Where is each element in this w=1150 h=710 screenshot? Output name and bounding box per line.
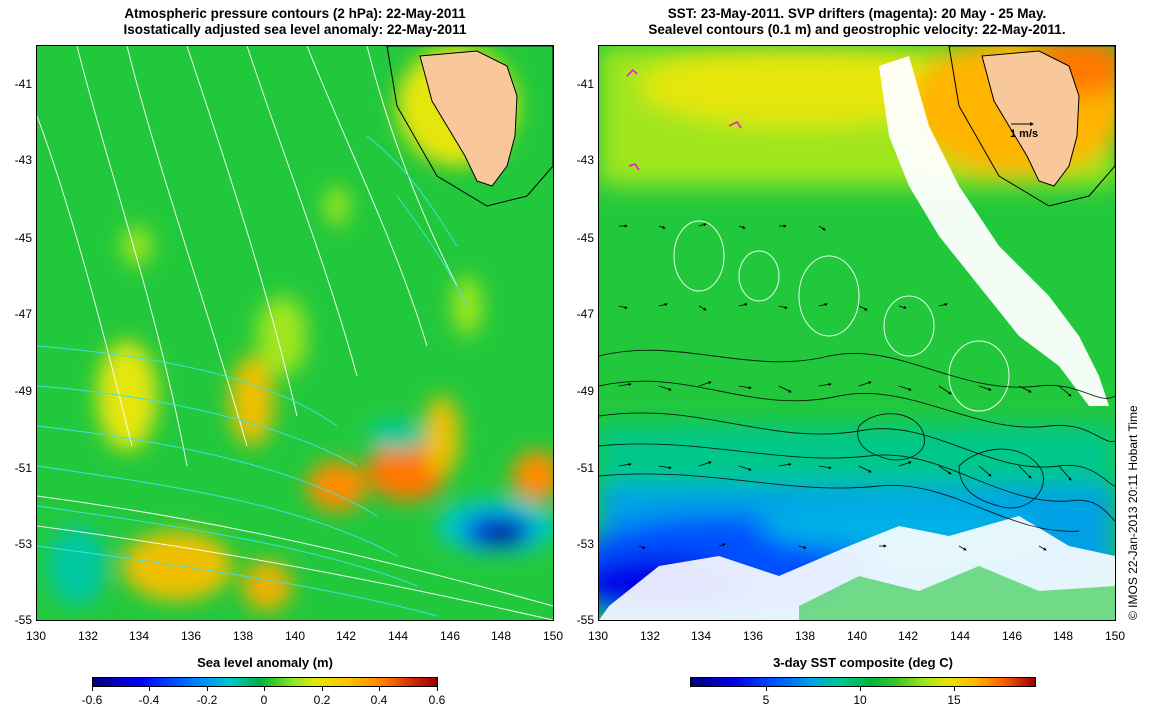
left-y-tick: -55: [14, 613, 32, 627]
left-x-tick: 142: [335, 629, 357, 643]
left-x-tick: 150: [542, 629, 564, 643]
left-x-tick: 134: [128, 629, 150, 643]
left-colorbar-tick-label: 0: [260, 693, 268, 707]
left-title-line2: Isostatically adjusted sea level anomaly…: [123, 22, 467, 37]
left-x-tick: 148: [490, 629, 512, 643]
colorbar-tick: [954, 687, 955, 691]
left-y-tick: -53: [14, 537, 32, 551]
sea-level-anomaly-field: [37, 46, 553, 620]
left-y-tick: -43: [14, 153, 32, 167]
left-x-tick: 144: [387, 629, 409, 643]
right-colorbar-tick-label: 10: [853, 693, 867, 707]
right-y-tick: -51: [576, 461, 594, 475]
right-y-tick: -43: [576, 153, 594, 167]
right-panel-title: SST: 23-May-2011. SVP drifters (magenta)…: [598, 6, 1116, 38]
left-x-tick: 130: [25, 629, 47, 643]
imos-credit: © IMOS 22-Jan-2013 20:11 Hobart Time: [1126, 405, 1140, 620]
right-x-tick: 136: [742, 629, 764, 643]
colorbar-tick: [149, 687, 150, 691]
left-x-tick: 140: [284, 629, 306, 643]
left-colorbar-label: Sea level anomaly (m): [197, 655, 333, 670]
left-x-tick: 146: [439, 629, 461, 643]
right-title-line1: SST: 23-May-2011. SVP drifters (magenta)…: [667, 6, 1047, 21]
right-y-tick: -55: [576, 613, 594, 627]
right-y-tick: -47: [576, 307, 594, 321]
sst-colorbar: [690, 677, 1036, 687]
left-colorbar-tick-label: 0.2: [313, 693, 331, 707]
left-y-tick: -45: [14, 231, 32, 245]
right-y-tick: -41: [576, 77, 594, 91]
right-x-tick: 150: [1104, 629, 1126, 643]
right-y-tick: -45: [576, 231, 594, 245]
colorbar-tick: [92, 687, 93, 691]
sea-level-anomaly-map: [36, 45, 554, 621]
velocity-vector-field: [618, 223, 1072, 551]
left-x-tick: 132: [77, 629, 99, 643]
left-x-tick: 136: [180, 629, 202, 643]
left-x-tick: 138: [232, 629, 254, 643]
right-x-tick: 130: [587, 629, 609, 643]
right-colorbar-tick-label: 15: [947, 693, 961, 707]
colorbar-tick: [437, 687, 438, 691]
tasmania-landmass: [981, 50, 1080, 187]
right-x-tick: 132: [639, 629, 661, 643]
left-title-line1: Atmospheric pressure contours (2 hPa): 2…: [124, 6, 466, 21]
right-y-tick: -53: [576, 537, 594, 551]
right-x-tick: 146: [1001, 629, 1023, 643]
drifter-tracks: [626, 68, 742, 171]
right-x-tick: 148: [1052, 629, 1074, 643]
colorbar-tick: [207, 687, 208, 691]
sst-map: 1 m/s: [598, 45, 1116, 621]
sea-level-colorbar: [92, 677, 438, 687]
colorbar-tick: [264, 687, 265, 691]
right-y-tick: -49: [576, 384, 594, 398]
right-colorbar-label: 3-day SST composite (deg C): [773, 655, 953, 670]
left-colorbar-tick-label: -0.6: [81, 693, 103, 707]
right-x-tick: 134: [690, 629, 712, 643]
colorbar-tick: [766, 687, 767, 691]
right-x-tick: 138: [794, 629, 816, 643]
colorbar-tick: [379, 687, 380, 691]
right-x-tick: 140: [846, 629, 868, 643]
right-x-tick: 144: [949, 629, 971, 643]
left-colorbar-tick-label: 0.6: [428, 693, 446, 707]
left-y-tick: -49: [14, 384, 32, 398]
left-y-tick: -47: [14, 307, 32, 321]
left-y-tick: -51: [14, 461, 32, 475]
colorbar-tick: [322, 687, 323, 691]
left-panel-title: Atmospheric pressure contours (2 hPa): 2…: [36, 6, 554, 38]
right-colorbar-tick-label: 5: [762, 693, 770, 707]
left-y-tick: -41: [14, 77, 32, 91]
left-colorbar-tick-label: 0.4: [370, 693, 388, 707]
left-colorbar-tick-label: -0.4: [138, 693, 160, 707]
left-colorbar-tick-label: -0.2: [196, 693, 218, 707]
colorbar-tick: [860, 687, 861, 691]
right-x-tick: 142: [897, 629, 919, 643]
scale-label: 1 m/s: [1010, 128, 1038, 140]
sst-field: 1 m/s: [599, 46, 1115, 620]
tasmania-landmass: [419, 50, 518, 187]
right-title-line2: Sealevel contours (0.1 m) and geostrophi…: [648, 22, 1066, 37]
